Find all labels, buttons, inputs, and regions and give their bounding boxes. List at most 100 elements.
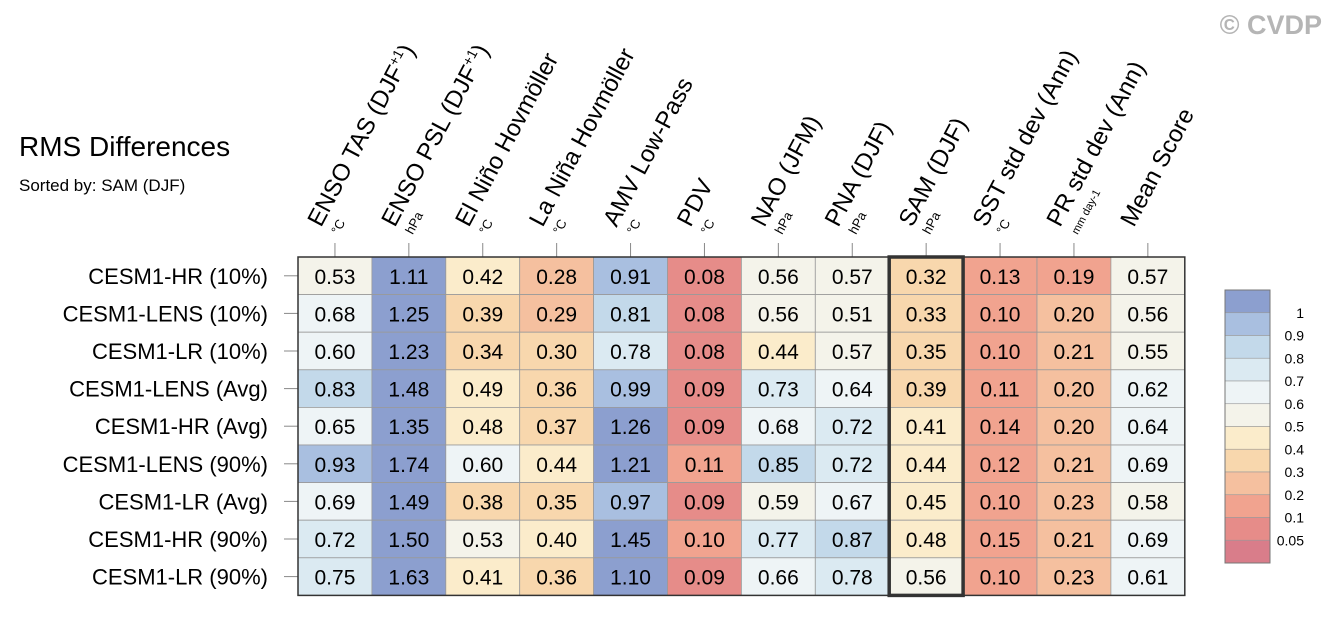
cell-value: 0.77 xyxy=(758,529,799,552)
cell-value: 0.10 xyxy=(980,491,1021,514)
cell-value: 0.32 xyxy=(906,266,947,289)
heatmap-cell xyxy=(962,331,1038,371)
heatmap-cell xyxy=(962,482,1038,521)
cell-value: 0.53 xyxy=(315,266,356,289)
heatmap-cell xyxy=(371,519,447,559)
cell-value: 0.29 xyxy=(536,303,577,326)
heatmap-cell xyxy=(297,557,373,596)
cell-value: 0.20 xyxy=(1054,303,1095,326)
heatmap-cell xyxy=(445,444,521,483)
heatmap-cell xyxy=(1110,294,1186,333)
cell-value: 0.21 xyxy=(1054,454,1095,477)
heatmap-cell xyxy=(741,406,816,446)
cell-value: 0.81 xyxy=(610,303,651,326)
heatmap-cell xyxy=(519,482,595,521)
watermark: © CVDP xyxy=(1220,10,1322,40)
cell-value: 0.72 xyxy=(832,454,873,477)
colorbar-tick-label: 0.2 xyxy=(1285,487,1305,503)
cell-value: 0.09 xyxy=(684,379,725,402)
cell-value: 0.41 xyxy=(462,567,503,590)
cell-value: 1.21 xyxy=(610,454,651,477)
colorbar-swatch xyxy=(1224,403,1271,427)
row-label-cesm1-lens-10: CESM1-LENS (10%) xyxy=(63,301,268,326)
cell-value: 0.49 xyxy=(462,379,503,402)
colorbar-swatch xyxy=(1224,426,1271,450)
cell-value: 0.35 xyxy=(906,341,947,364)
colorbar-tick-label: 0.5 xyxy=(1285,419,1305,435)
colorbar-swatch xyxy=(1224,380,1271,405)
cell-value: 0.10 xyxy=(684,529,725,552)
cell-value: 0.99 xyxy=(610,379,651,402)
colorbar-tick-label: 0.4 xyxy=(1285,441,1305,457)
heatmap-cell xyxy=(445,557,521,596)
cell-value: 0.15 xyxy=(980,529,1021,552)
cell-value: 0.78 xyxy=(832,567,873,590)
cell-value: 0.10 xyxy=(980,341,1021,364)
cell-value: 0.67 xyxy=(832,491,873,514)
cell-value: 0.39 xyxy=(462,303,503,326)
colorbar-legend: 1 0.9 0.8 0.7 0.6 0.5 0.4 0.3 0.2 0.1 0.05 xyxy=(1224,289,1305,564)
cell-value: 0.44 xyxy=(758,341,799,364)
cell-value: 0.45 xyxy=(906,491,947,514)
colorbar-tick-label: 0.1 xyxy=(1285,510,1305,526)
heatmap-cell xyxy=(1110,557,1186,596)
colorbar-tick-label: 1 xyxy=(1296,305,1304,321)
cell-value: 0.72 xyxy=(315,529,356,552)
cell-value: 0.97 xyxy=(610,491,651,514)
column-unit: °C xyxy=(328,217,348,237)
cell-value: 0.42 xyxy=(462,266,503,289)
heatmap-cell xyxy=(593,519,668,559)
colorbar-tick-label: 0.6 xyxy=(1285,396,1305,412)
cell-value: 0.56 xyxy=(906,567,947,590)
row-label-cesm1-lr-avg: CESM1-LR (Avg) xyxy=(98,489,268,514)
cell-value: 0.48 xyxy=(906,529,947,552)
heatmap-cell xyxy=(741,331,816,371)
chart-title: RMS Differences xyxy=(19,131,230,162)
cell-value: 0.68 xyxy=(315,303,356,326)
cell-value: 0.23 xyxy=(1054,491,1095,514)
cell-value: 0.64 xyxy=(1127,416,1168,439)
cell-value: 0.28 xyxy=(536,266,577,289)
cell-value-labels: 0.53 1.11 0.42 0.28 0.91 0.08 0.56 0.57 0.32 0.13… xyxy=(297,256,1186,597)
heatmap-cell xyxy=(445,482,521,521)
cell-value: 0.44 xyxy=(906,454,947,477)
heatmap-cell xyxy=(1036,482,1112,521)
heatmap-cell xyxy=(667,444,742,483)
column-header-enso-tas-djf-1: ENSO TAS (DJF+1)°C xyxy=(302,40,421,237)
cell-value: 0.41 xyxy=(906,416,947,439)
cell-value: 0.44 xyxy=(536,454,577,477)
cell-value: 1.35 xyxy=(388,416,429,439)
heatmap-cell xyxy=(1036,519,1112,559)
heatmap-cell xyxy=(814,369,890,408)
heatmap-cell xyxy=(667,519,742,559)
heatmap-cell xyxy=(741,294,816,333)
heatmap-cell xyxy=(888,482,964,521)
colorbar-tick-label: 0.05 xyxy=(1277,532,1304,548)
cell-value: 0.60 xyxy=(315,341,356,364)
highlight-box xyxy=(887,255,965,598)
cell-value: 0.69 xyxy=(315,491,356,514)
colorbar-swatch xyxy=(1224,517,1271,541)
cell-value: 1.49 xyxy=(388,491,429,514)
row-label-cesm1-lens-90: CESM1-LENS (90%) xyxy=(63,452,268,477)
colorbar-tick-label: 0.9 xyxy=(1285,328,1305,344)
cell-value: 1.48 xyxy=(388,379,429,402)
cell-value: 0.23 xyxy=(1054,567,1095,590)
cell-value: 1.63 xyxy=(388,567,429,590)
column-unit: °C xyxy=(624,217,644,237)
column-unit: °C xyxy=(476,217,496,237)
cell-value: 0.93 xyxy=(315,454,356,477)
heatmap-cell xyxy=(667,369,742,408)
cell-value: 0.09 xyxy=(684,416,725,439)
heatmap-cell xyxy=(593,369,668,408)
colorbar-swatch xyxy=(1224,289,1271,314)
row-label-cesm1-lr-90: CESM1-LR (90%) xyxy=(92,565,268,590)
colorbar-tick-label: 0.3 xyxy=(1285,464,1305,480)
colorbar-border xyxy=(1224,289,1271,564)
cell-value: 0.57 xyxy=(832,341,873,364)
heatmap-cell xyxy=(667,294,742,333)
cell-value: 0.13 xyxy=(980,266,1021,289)
cell-value: 0.85 xyxy=(758,454,799,477)
column-unit: °C xyxy=(550,217,570,237)
colorbar-swatch xyxy=(1224,494,1271,518)
